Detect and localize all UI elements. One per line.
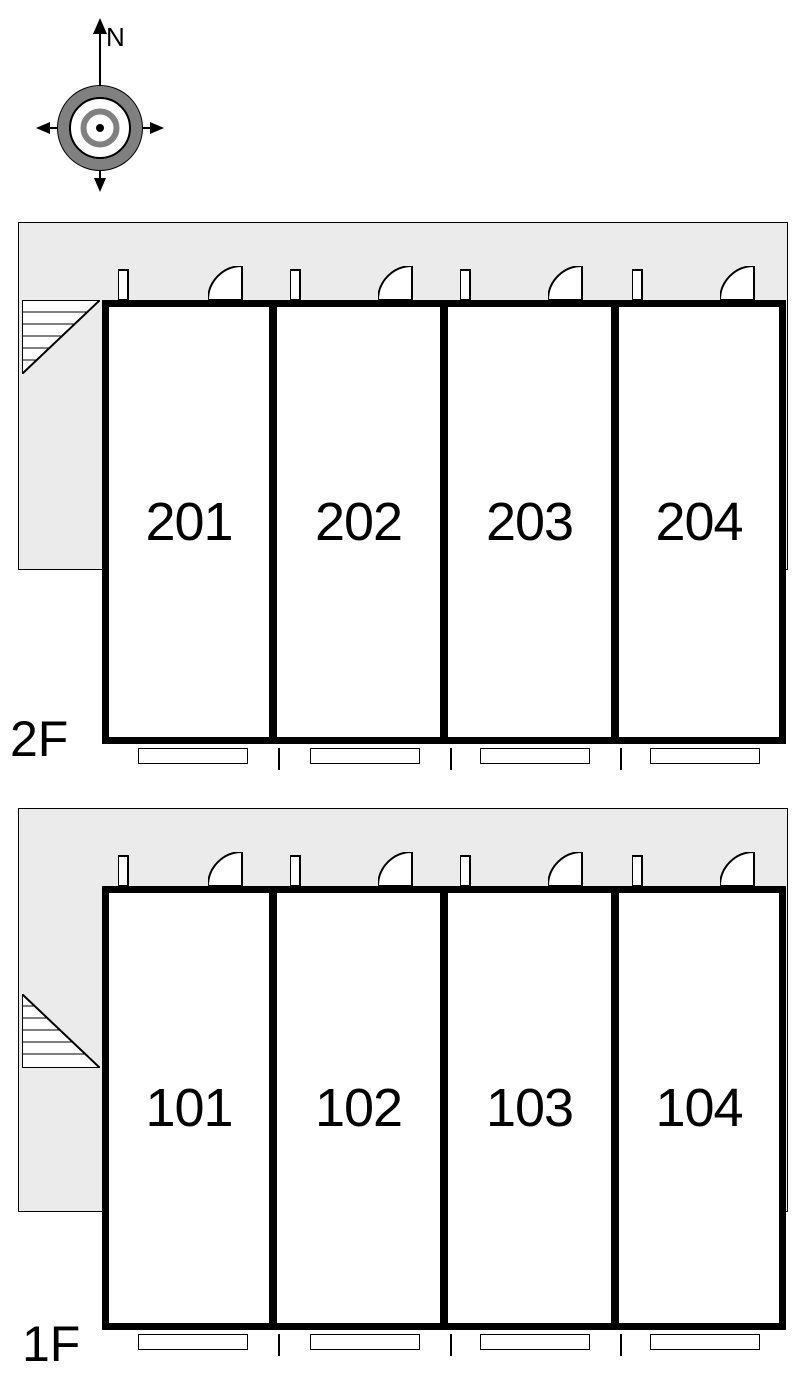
stairs-icon	[22, 300, 100, 374]
door-icon	[548, 852, 608, 886]
unit-cell: 102	[273, 886, 444, 1330]
door-icon	[208, 266, 268, 300]
door-icon	[290, 266, 350, 300]
floorplan-page: N 20120220	[0, 0, 800, 1373]
door-icon	[632, 266, 692, 300]
unit-cell: 204	[615, 300, 786, 744]
unit-number: 202	[315, 491, 402, 553]
balcony-icon	[138, 1334, 248, 1350]
unit-number: 204	[655, 491, 742, 553]
stairs-icon	[22, 994, 100, 1068]
unit-number: 104	[655, 1077, 742, 1139]
door-icon	[118, 852, 178, 886]
balcony-icon	[650, 748, 760, 764]
unit-number: 103	[486, 1077, 573, 1139]
divider-tick	[278, 1334, 280, 1356]
door-icon	[548, 266, 608, 300]
divider-tick	[620, 748, 622, 770]
floor-label: 2F	[10, 710, 68, 768]
divider-tick	[450, 748, 452, 770]
unit-cell: 104	[615, 886, 786, 1330]
balcony-icon	[480, 748, 590, 764]
unit-cell: 203	[444, 300, 615, 744]
unit-cell: 202	[273, 300, 444, 744]
compass-north-label: N	[106, 22, 125, 52]
door-icon	[118, 266, 178, 300]
unit-cell: 101	[102, 886, 273, 1330]
unit-cell: 103	[444, 886, 615, 1330]
door-icon	[378, 852, 438, 886]
unit-number: 101	[145, 1077, 232, 1139]
unit-row: 201 202 203 204	[102, 300, 786, 744]
compass-icon: N	[30, 18, 170, 208]
unit-number: 201	[145, 491, 232, 553]
balcony-icon	[650, 1334, 760, 1350]
floor-label: 1F	[22, 1315, 80, 1373]
door-icon	[208, 852, 268, 886]
door-icon	[632, 852, 692, 886]
door-icon	[720, 266, 780, 300]
unit-row: 101 102 103 104	[102, 886, 786, 1330]
unit-cell: 201	[102, 300, 273, 744]
balcony-icon	[310, 1334, 420, 1350]
door-icon	[460, 852, 520, 886]
unit-number: 102	[315, 1077, 402, 1139]
divider-tick	[450, 1334, 452, 1356]
door-icon	[290, 852, 350, 886]
door-icon	[720, 852, 780, 886]
divider-tick	[620, 1334, 622, 1356]
unit-number: 203	[486, 491, 573, 553]
balcony-icon	[138, 748, 248, 764]
balcony-icon	[480, 1334, 590, 1350]
door-icon	[378, 266, 438, 300]
balcony-icon	[310, 748, 420, 764]
divider-tick	[278, 748, 280, 770]
door-icon	[460, 266, 520, 300]
